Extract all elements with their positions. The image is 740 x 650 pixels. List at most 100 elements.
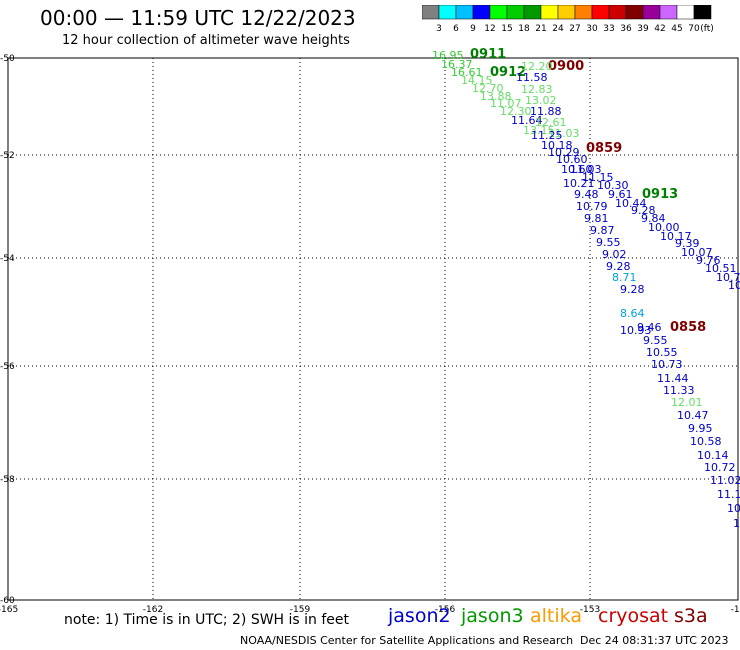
wave-height-value: 10.51 xyxy=(705,262,737,275)
color-tick-label: 24 xyxy=(552,24,564,34)
wave-height-value: 14.15 xyxy=(461,74,493,87)
x-tick-label: -162 xyxy=(143,605,163,615)
color-tick-label: 36 xyxy=(620,24,632,34)
wave-height-value: 10.72 xyxy=(704,461,736,474)
y-tick-label: -58 xyxy=(0,475,15,485)
wave-height-value: 8.64 xyxy=(620,307,645,320)
wave-height-value: 10.00 xyxy=(648,221,680,234)
wave-height-value: 10.21 xyxy=(563,177,595,190)
page-title: 00:00 — 11:59 UTC 12/22/2023 xyxy=(40,6,356,30)
color-tick-label: 21 xyxy=(535,24,546,34)
map-frame xyxy=(7,57,739,601)
color-scale-legend: 3 6 9 12 15 18 21 24 27 30 33 36 39 42 45 70 (ft) xyxy=(422,5,714,34)
color-tick-label: 30 xyxy=(586,24,598,34)
wave-height-value: 10.29 xyxy=(548,146,580,159)
wave-height-value: 9.76 xyxy=(696,254,721,267)
wave-height-value: 9.87 xyxy=(590,224,615,237)
wave-height-value: 10.60 xyxy=(561,163,593,176)
wave-height-value: 16.61 xyxy=(451,66,483,79)
y-tick-label: -60 xyxy=(0,596,15,606)
color-tick-label: 3 xyxy=(436,24,442,34)
wave-height-value: 11.88 xyxy=(530,105,562,118)
wave-height-value: 9.48 xyxy=(574,188,599,201)
color-tick-label: 27 xyxy=(569,24,580,34)
wave-height-value: 10.30 xyxy=(597,179,629,192)
wave-height-value: 9.28 xyxy=(631,204,656,217)
color-tick-label: 39 xyxy=(637,24,649,34)
wave-height-value: 10.47 xyxy=(677,409,709,422)
color-tick-label: 45 xyxy=(671,24,682,34)
pass-time-label: 0859 xyxy=(586,141,622,156)
color-unit-label: (ft) xyxy=(700,24,714,34)
wave-height-value: 9.55 xyxy=(643,334,668,347)
color-tick-label: 9 xyxy=(470,24,476,34)
wave-height-value: 9.55 xyxy=(596,236,621,249)
wave-height-value: 10.79 xyxy=(576,200,608,213)
wave-height-value: 9.28 xyxy=(620,283,645,296)
wave-height-value: 11.07 xyxy=(490,97,522,110)
legend-jason2: jason2 xyxy=(388,605,451,627)
color-tick-label: 15 xyxy=(501,24,512,34)
legend-jason3: jason3 xyxy=(461,605,524,627)
wave-height-value: 9.61 xyxy=(608,188,633,201)
color-tick-label: 12 xyxy=(484,24,495,34)
wave-height-value: 11.58 xyxy=(516,71,548,84)
pass-time-label: 0912 xyxy=(490,65,526,80)
wave-height-value: 10.44 xyxy=(615,197,647,210)
wave-height-value: 11.1 xyxy=(717,488,740,501)
wave-height-value: 10.73 xyxy=(651,358,683,371)
wave-height-value: 13.88 xyxy=(480,90,512,103)
wave-height-value: 16.95 xyxy=(432,49,464,62)
y-tick-label: -52 xyxy=(0,151,15,161)
wave-height-value: 13.02 xyxy=(525,94,557,107)
x-tick-label: -156 xyxy=(435,605,456,615)
x-tick-label: -159 xyxy=(290,605,311,615)
wave-height-value: 10.93 xyxy=(620,324,652,337)
footer-note: note: 1) Time is in UTC; 2) SWH is in fe… xyxy=(64,612,350,628)
wave-height-value: 10.58 xyxy=(690,435,722,448)
wave-height-value: 12.20 xyxy=(521,60,553,73)
x-tick-label: -165 xyxy=(0,605,18,615)
y-tick-label: -50 xyxy=(0,54,15,64)
wave-height-value: 10.18 xyxy=(541,139,573,152)
wave-height-value: 10.14 xyxy=(697,449,729,462)
wave-height-value: 9.84 xyxy=(641,212,666,225)
wave-height-value: 11.25 xyxy=(531,129,563,142)
wave-height-value: 8.71 xyxy=(612,271,637,284)
wave-height-value: 10.55 xyxy=(646,346,678,359)
wave-height-value: 13.15 xyxy=(523,124,555,137)
wave-height-value: 10.60 xyxy=(556,153,588,166)
wave-height-value: 11.64 xyxy=(511,114,543,127)
pass-time-label: 0911 xyxy=(470,47,506,62)
wave-height-value: 10.07 xyxy=(681,246,713,259)
color-tick-label: 42 xyxy=(654,24,665,34)
wave-height-value: 9.81 xyxy=(584,212,609,225)
pass-time-label: 0858 xyxy=(670,320,706,335)
wave-height-value: 9.02 xyxy=(602,248,627,261)
pass-time-label: 0900 xyxy=(548,59,584,74)
legend-altika: altika xyxy=(530,605,582,627)
generated-timestamp: Dec 24 08:31:37 UTC 2023 xyxy=(580,634,729,647)
page-subtitle: 12 hour collection of altimeter wave hei… xyxy=(62,33,350,48)
color-tick-label: 18 xyxy=(518,24,530,34)
wave-height-value: 10.17 xyxy=(660,230,692,243)
legend-cryosat: cryosat xyxy=(598,605,669,627)
wave-height-value: 11.03 xyxy=(548,127,580,140)
wave-height-value: 11.44 xyxy=(657,372,689,385)
wave-height-value: 10 xyxy=(728,279,740,292)
y-tick-label: -54 xyxy=(0,254,15,264)
y-tick-label: -56 xyxy=(0,362,15,372)
wave-height-value: 12.61 xyxy=(535,116,567,129)
wave-height-value: 11.03 xyxy=(570,163,602,176)
wave-height-value: 16.37 xyxy=(441,58,473,71)
color-swatch xyxy=(693,5,712,20)
legend-s3a: s3a xyxy=(674,605,708,627)
wave-height-value: 10.7 xyxy=(716,271,740,284)
wave-height-value: 11.33 xyxy=(663,384,695,397)
color-tick-label: 6 xyxy=(453,24,459,34)
wave-height-value: 12.01 xyxy=(671,396,703,409)
pass-time-label: 0913 xyxy=(642,187,678,202)
wave-height-value: 10 xyxy=(727,502,740,515)
x-tick-label: -15 xyxy=(731,605,740,615)
